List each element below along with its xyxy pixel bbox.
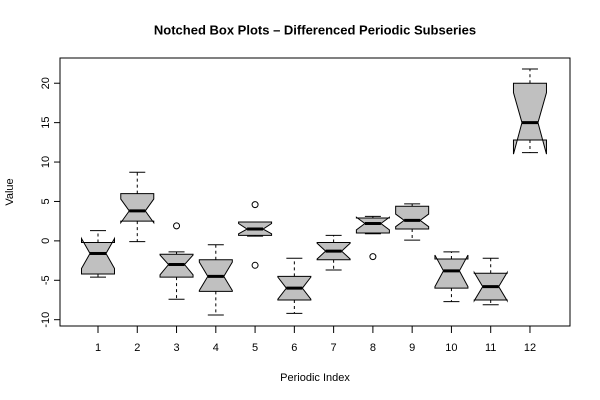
x-tick-label: 12 [524, 342, 536, 354]
x-tick-label: 4 [213, 342, 219, 354]
y-tick-label: 5 [40, 198, 52, 204]
y-tick-label: 15 [40, 117, 52, 129]
y-tick-label: -5 [40, 275, 52, 285]
x-tick-label: 8 [370, 342, 376, 354]
box [395, 205, 430, 230]
chart-title: Notched Box Plots – Differenced Periodic… [154, 22, 476, 37]
x-tick-label: 1 [95, 342, 101, 354]
box [81, 236, 115, 275]
x-tick-label: 6 [291, 342, 297, 354]
x-tick-label: 2 [134, 342, 140, 354]
y-tick-label: 0 [40, 238, 52, 244]
plot-frame [59, 57, 571, 327]
x-tick-label: 9 [409, 342, 415, 354]
outlier [251, 261, 259, 269]
x-tick-label: 10 [445, 342, 457, 354]
x-axis-label: Periodic Index [280, 372, 350, 384]
x-tick-label: 5 [252, 342, 258, 354]
y-tick-label: -10 [40, 312, 52, 328]
outlier [173, 222, 181, 230]
outlier [369, 253, 377, 261]
box [120, 193, 155, 225]
x-tick-label: 11 [485, 342, 496, 354]
y-tick-label: 20 [40, 77, 52, 89]
box [512, 82, 547, 155]
y-axis-label: Value [4, 178, 16, 205]
y-tick-label: 10 [40, 156, 52, 168]
x-tick-label: 3 [173, 342, 179, 354]
outlier [251, 201, 259, 209]
box [355, 216, 390, 234]
x-tick-label: 7 [331, 342, 337, 354]
